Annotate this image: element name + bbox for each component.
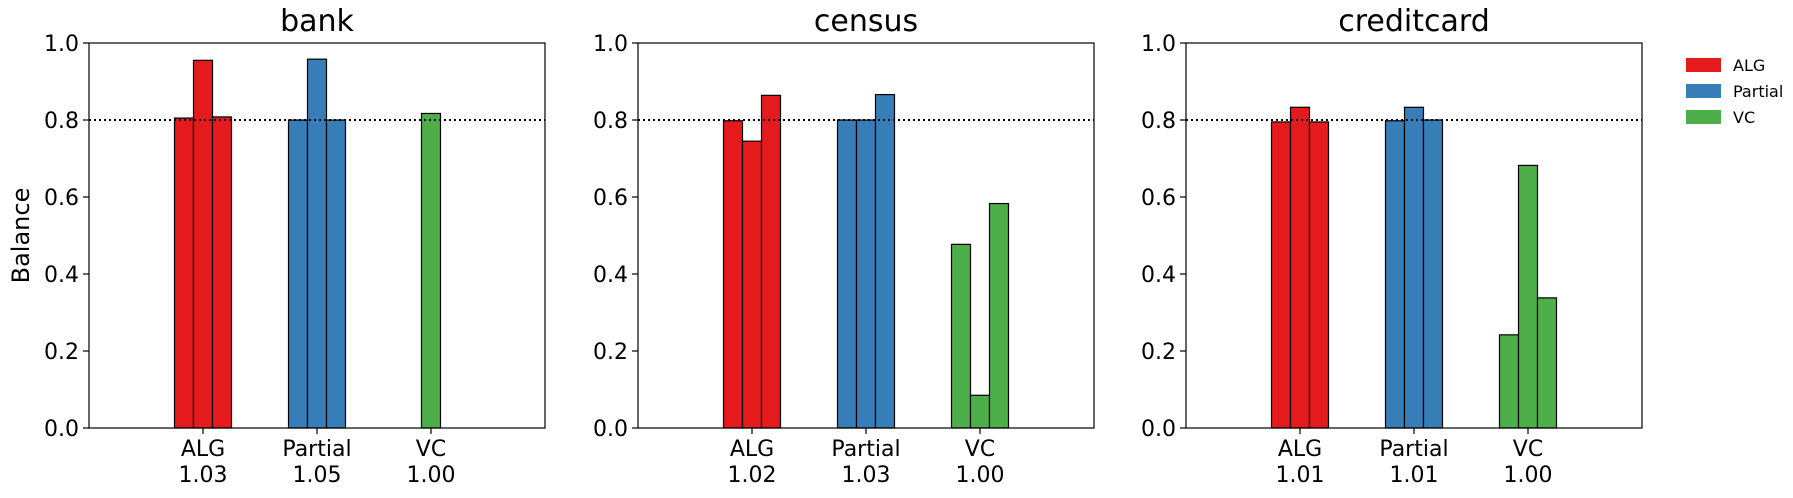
y-axis-label: Balance — [7, 188, 35, 284]
bar-census-partial-1 — [836, 119, 858, 429]
x-tick-label: Partial — [282, 437, 351, 462]
x-tick-label: Partial — [831, 437, 900, 462]
y-tick-label: 0.8 — [1141, 109, 1176, 134]
bar-creditcard-alg-2 — [1289, 106, 1311, 429]
legend-swatch-vc — [1686, 110, 1721, 124]
x-tick-sublabel: 1.00 — [1504, 463, 1553, 488]
y-tick-label: 0.2 — [593, 340, 628, 365]
legend-label-vc: VC — [1733, 108, 1755, 127]
x-tick-label: ALG — [181, 437, 225, 462]
bar-creditcard-vc-2 — [1517, 164, 1539, 429]
bar-bank-vc-2 — [420, 112, 442, 429]
y-tick-label: 0.8 — [593, 109, 628, 134]
y-tick-label: 1.0 — [44, 32, 79, 57]
panel-title: creditcard — [1338, 4, 1490, 39]
bar-creditcard-alg-1 — [1270, 121, 1292, 429]
bar-bank-alg-1 — [173, 117, 195, 429]
plot-frame — [637, 42, 1095, 429]
legend-label-alg: ALG — [1733, 56, 1765, 75]
x-tick-sublabel: 1.02 — [728, 463, 777, 488]
bar-census-partial-3 — [874, 93, 896, 429]
legend-label-partial: Partial — [1733, 82, 1783, 101]
y-tick-label: 1.0 — [1141, 32, 1176, 57]
x-tick-sublabel: 1.03 — [842, 463, 891, 488]
panel-title: bank — [280, 4, 354, 39]
y-tick-label: 0.2 — [1141, 340, 1176, 365]
panels-group: bankALG1.03Partial1.05VC1.000.00.20.40.6… — [7, 4, 1643, 488]
x-tick-sublabel: 1.01 — [1276, 463, 1325, 488]
x-tick-sublabel: 1.00 — [956, 463, 1005, 488]
y-tick-label: 0.8 — [44, 109, 79, 134]
panel-title: census — [814, 4, 918, 39]
y-tick-label: 0.4 — [44, 263, 79, 288]
bar-census-alg-2 — [741, 140, 763, 429]
y-tick-label: 0.0 — [44, 417, 79, 442]
bar-bank-partial-2 — [306, 58, 328, 429]
legend: ALG Partial VC — [1686, 56, 1783, 127]
bar-creditcard-partial-1 — [1384, 120, 1406, 429]
x-tick-sublabel: 1.05 — [293, 463, 342, 488]
legend-swatch-alg — [1686, 58, 1721, 72]
bar-census-partial-2 — [855, 119, 877, 429]
x-tick-sublabel: 1.03 — [179, 463, 228, 488]
x-tick-sublabel: 1.01 — [1390, 463, 1439, 488]
y-tick-label: 0.4 — [1141, 263, 1176, 288]
y-tick-label: 0.4 — [593, 263, 628, 288]
y-tick-label: 1.0 — [593, 32, 628, 57]
bar-census-vc-3 — [988, 202, 1010, 429]
y-tick-label: 0.0 — [593, 417, 628, 442]
y-tick-label: 0.6 — [1141, 186, 1176, 211]
plot-frame — [88, 42, 546, 429]
x-tick-label: Partial — [1379, 437, 1448, 462]
x-tick-sublabel: 1.00 — [407, 463, 456, 488]
bar-creditcard-vc-1 — [1498, 334, 1520, 429]
x-tick-label: VC — [1513, 437, 1543, 462]
bar-bank-partial-3 — [325, 119, 347, 429]
x-tick-label: ALG — [730, 437, 774, 462]
bar-creditcard-vc-3 — [1536, 297, 1558, 429]
bar-creditcard-partial-2 — [1403, 106, 1425, 429]
legend-swatch-partial — [1686, 84, 1721, 98]
bar-creditcard-partial-3 — [1422, 119, 1444, 429]
x-tick-label: ALG — [1278, 437, 1322, 462]
y-tick-label: 0.0 — [1141, 417, 1176, 442]
bar-census-alg-1 — [722, 120, 744, 429]
bar-bank-partial-1 — [287, 119, 309, 429]
bar-bank-alg-2 — [192, 59, 214, 429]
bar-census-alg-3 — [760, 94, 782, 429]
bar-census-vc-2 — [969, 394, 991, 429]
panel-creditcard: creditcardALG1.01Partial1.01VC1.000.00.2… — [1141, 4, 1643, 488]
bar-bank-alg-3 — [211, 116, 233, 429]
y-tick-label: 0.2 — [44, 340, 79, 365]
plot-frame — [1185, 42, 1643, 429]
bar-creditcard-alg-3 — [1308, 121, 1330, 429]
y-tick-label: 0.6 — [44, 186, 79, 211]
x-tick-label: VC — [416, 437, 446, 462]
x-tick-label: VC — [965, 437, 995, 462]
bar-census-vc-1 — [950, 243, 972, 429]
y-tick-label: 0.6 — [593, 186, 628, 211]
